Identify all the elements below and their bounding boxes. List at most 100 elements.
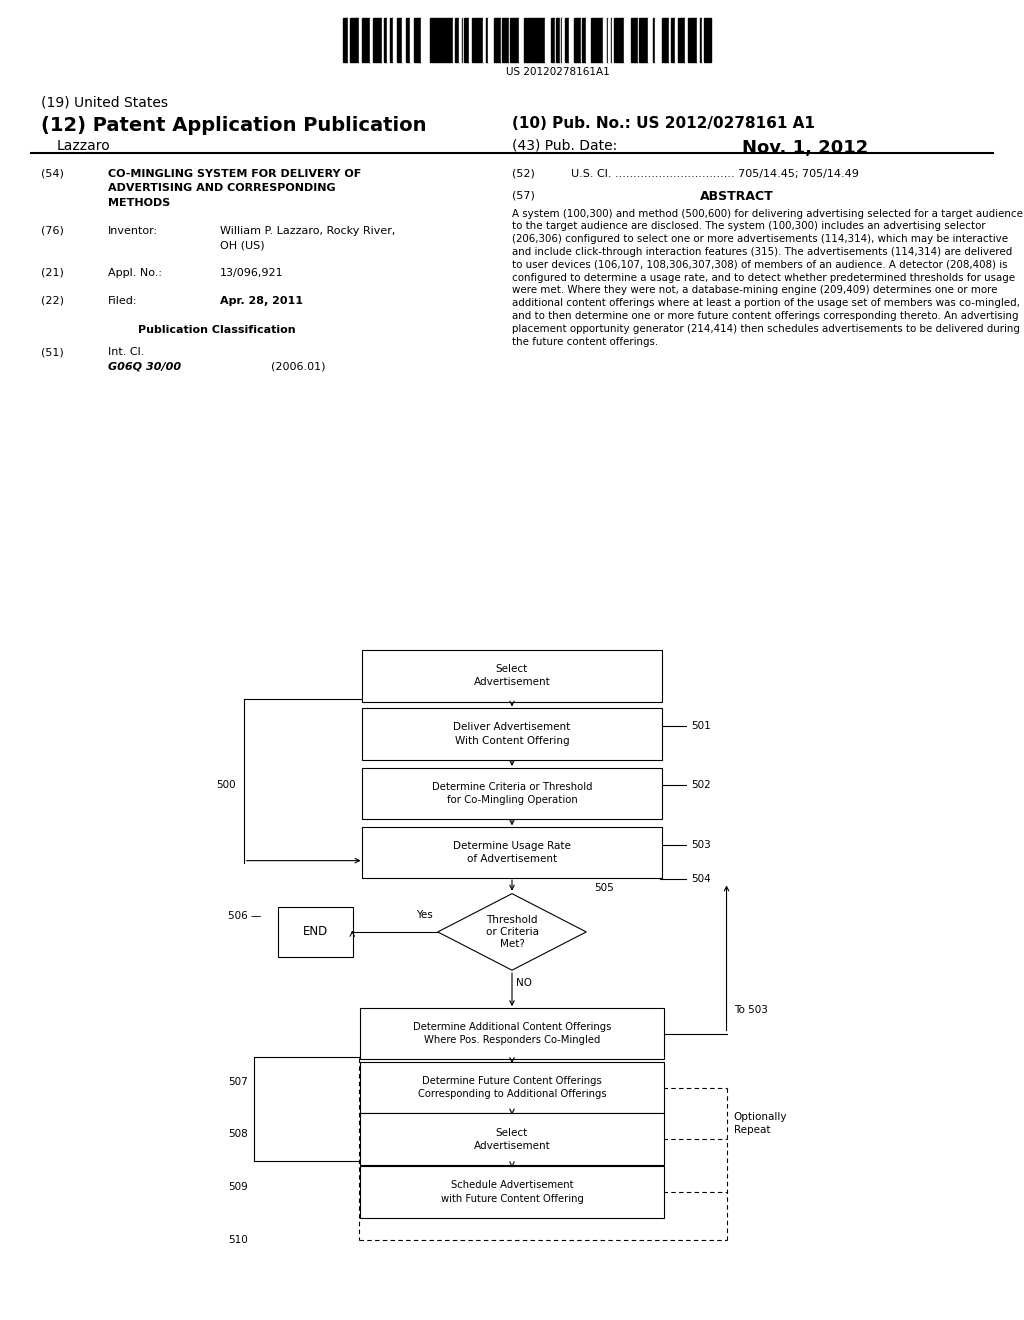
Text: (76): (76)	[41, 226, 63, 236]
Bar	[696, 18, 697, 62]
Bar	[379, 18, 382, 62]
Bar	[675, 18, 678, 62]
Bar	[562, 18, 563, 62]
Bar	[678, 18, 680, 62]
Bar	[710, 18, 711, 62]
Bar	[338, 18, 339, 62]
Bar	[615, 18, 620, 62]
Bar	[460, 18, 461, 62]
Bar	[483, 18, 486, 62]
Text: Schedule Advertisement
with Future Content Offering: Schedule Advertisement with Future Conte…	[440, 1180, 584, 1204]
Bar	[569, 18, 571, 62]
Bar	[648, 18, 649, 62]
Text: 13/096,921: 13/096,921	[220, 268, 284, 279]
Bar	[581, 18, 582, 62]
Bar	[378, 18, 379, 62]
FancyBboxPatch shape	[360, 1114, 665, 1164]
Bar	[500, 18, 501, 62]
Bar	[463, 18, 464, 62]
Text: ABSTRACT: ABSTRACT	[700, 190, 774, 203]
Bar	[343, 18, 346, 62]
FancyBboxPatch shape	[360, 1167, 665, 1217]
Bar	[545, 18, 547, 62]
Bar	[662, 18, 663, 62]
Bar	[528, 18, 530, 62]
Text: OH (US): OH (US)	[220, 240, 265, 251]
Bar	[421, 18, 422, 62]
Bar	[607, 18, 608, 62]
Bar	[346, 18, 348, 62]
Bar	[372, 18, 373, 62]
Bar	[422, 18, 426, 62]
Bar	[621, 18, 624, 62]
Text: 508: 508	[228, 1129, 248, 1139]
Bar	[382, 18, 383, 62]
Bar	[510, 18, 511, 62]
Bar	[537, 18, 540, 62]
Bar	[453, 18, 456, 62]
Bar	[377, 18, 378, 62]
Bar	[361, 18, 362, 62]
Bar	[396, 18, 399, 62]
Bar	[475, 18, 478, 62]
Bar	[557, 18, 560, 62]
Text: William P. Lazzaro, Rocky River,: William P. Lazzaro, Rocky River,	[220, 226, 395, 236]
Bar	[639, 18, 640, 62]
Text: Appl. No.:: Appl. No.:	[108, 268, 162, 279]
Bar	[697, 18, 700, 62]
Bar	[608, 18, 610, 62]
Text: 502: 502	[691, 780, 711, 791]
Bar	[603, 18, 607, 62]
Bar	[349, 18, 351, 62]
Text: 505: 505	[594, 883, 614, 894]
Bar	[644, 18, 647, 62]
Bar	[561, 18, 562, 62]
Bar	[339, 18, 343, 62]
Bar	[466, 18, 467, 62]
Bar	[610, 18, 612, 62]
Bar	[395, 18, 396, 62]
Bar	[467, 18, 469, 62]
Bar	[669, 18, 671, 62]
Text: Threshold
or Criteria
Met?: Threshold or Criteria Met?	[485, 915, 539, 949]
Bar	[369, 18, 371, 62]
FancyBboxPatch shape	[362, 768, 662, 818]
Bar	[374, 18, 377, 62]
Text: Filed:: Filed:	[108, 296, 137, 306]
Bar	[690, 18, 692, 62]
Text: A system (100,300) and method (500,600) for delivering advertising selected for : A system (100,300) and method (500,600) …	[512, 209, 1023, 347]
Bar	[614, 18, 615, 62]
Bar	[541, 18, 542, 62]
Bar	[563, 18, 565, 62]
Text: 500: 500	[216, 780, 236, 791]
Bar	[442, 18, 444, 62]
Text: 510: 510	[228, 1236, 248, 1245]
Text: To 503: To 503	[733, 1005, 768, 1015]
Text: 507: 507	[228, 1077, 248, 1088]
Bar	[556, 18, 557, 62]
Text: US 20120278161A1: US 20120278161A1	[506, 67, 610, 78]
Bar	[613, 18, 614, 62]
FancyBboxPatch shape	[362, 651, 662, 702]
Bar	[486, 18, 487, 62]
Bar	[655, 18, 657, 62]
Bar	[358, 18, 361, 62]
Bar	[579, 18, 581, 62]
Bar	[469, 18, 470, 62]
Bar	[638, 18, 639, 62]
Bar	[524, 18, 525, 62]
Bar	[494, 18, 496, 62]
Bar	[534, 18, 536, 62]
Text: (10) Pub. No.: US 2012/0278161 A1: (10) Pub. No.: US 2012/0278161 A1	[512, 116, 815, 131]
Bar	[449, 18, 453, 62]
Text: (57): (57)	[512, 190, 535, 201]
Bar	[542, 18, 544, 62]
Text: Lazzaro: Lazzaro	[56, 139, 110, 153]
Bar	[386, 18, 389, 62]
Bar	[436, 18, 438, 62]
Bar	[525, 18, 528, 62]
Bar	[513, 18, 514, 62]
Text: (52): (52)	[512, 169, 535, 180]
Text: U.S. Cl. ................................. 705/14.45; 705/14.49: U.S. Cl. ...............................…	[571, 169, 859, 180]
Bar	[624, 18, 626, 62]
